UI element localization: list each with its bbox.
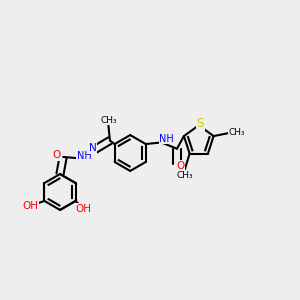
Text: OH: OH xyxy=(22,201,38,211)
Text: N: N xyxy=(89,143,97,153)
Text: OH: OH xyxy=(75,204,91,214)
Text: S: S xyxy=(196,117,204,130)
Text: CH₃: CH₃ xyxy=(100,116,117,125)
Text: NH: NH xyxy=(77,151,92,161)
Text: O: O xyxy=(177,161,185,171)
Text: NH: NH xyxy=(159,134,174,144)
Text: CH₃: CH₃ xyxy=(229,128,245,137)
Text: O: O xyxy=(53,150,61,160)
Text: CH₃: CH₃ xyxy=(177,171,193,180)
